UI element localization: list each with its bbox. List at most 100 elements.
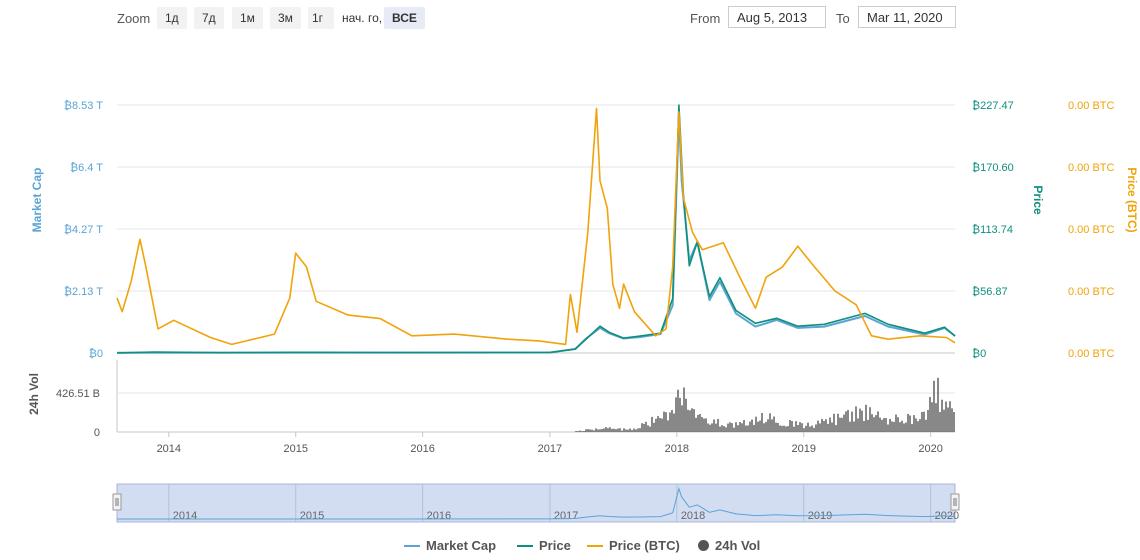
volume-bar [619,428,621,432]
volume-bar [793,426,795,432]
volume-bar [829,417,831,432]
price-btc-line-icon [587,544,603,547]
volume-bar [631,430,633,432]
from-date-input[interactable]: Aug 5, 2013 [728,6,826,28]
volume-bar [691,408,693,432]
zoom-button-1m[interactable]: 1м [232,7,263,29]
volume-bar [603,428,605,432]
volume-bar [879,417,881,432]
volume-bar [751,419,753,432]
volume-bar [711,423,713,432]
volume-bar [871,414,873,432]
to-date-input[interactable]: Mar 11, 2020 [858,6,956,28]
zoom-button-3m[interactable]: 3м [270,7,301,29]
navigator-handle-right[interactable] [950,493,960,511]
volume-bar [885,418,887,432]
volume-bar [869,407,871,432]
volume-bar [601,429,603,432]
volume-bar [637,428,639,432]
market-cap-axis-title: Market Cap [30,168,44,233]
volume-bar [939,412,941,432]
volume-bar [677,389,679,432]
volume-bar [951,408,953,432]
navigator-tick-label: 2017 [554,510,578,522]
volume-bar [797,425,799,432]
volume-bar [891,421,893,432]
volume-bar [815,424,817,432]
volume-axis-title: 24h Vol [27,373,41,415]
volume-bar [875,415,877,432]
volume-bar [853,421,855,432]
volume-bar [581,431,583,432]
volume-bar [597,429,599,432]
price-btc-tick-label: 0.00 BTC [1068,224,1115,236]
x-tick-label: 2020 [918,443,942,455]
volume-bar [873,417,875,432]
volume-bar [757,421,759,432]
volume-bar [699,414,701,432]
volume-bar [909,415,911,432]
volume-bar [779,425,781,432]
volume-bar [659,418,661,432]
volume-bar [823,421,825,432]
zoom-label: Zoom [117,11,151,26]
navigator-tick-label: 2018 [681,510,705,522]
navigator-handle-left[interactable] [112,493,122,511]
volume-bar [639,428,641,432]
zoom-button-7d[interactable]: 7д [194,7,224,29]
volume-bar [785,426,787,432]
volume-bar [657,416,659,432]
volume-bar [883,418,885,432]
volume-bar [629,428,631,432]
volume-bar [769,413,771,432]
range-selector: Zoom 1д 7д 1м 3м 1г нач. го, ВСЕ From Au… [0,0,1140,40]
volume-bar [675,397,677,432]
volume-bar [607,428,609,432]
legend-label-volume: 24h Vol [715,538,761,553]
navigator-handle-body [112,493,122,511]
legend-item-price[interactable]: Price [517,538,571,553]
volume-bar [789,420,791,432]
market-cap-line [116,114,956,354]
volume-bar [861,410,863,432]
zoom-button-ytd[interactable]: нач. го, [342,11,383,25]
price-btc-tick-label: 0.00 BTC [1068,100,1115,112]
volume-bar [665,412,667,432]
volume-bar [703,418,705,432]
volume-bar [817,420,819,432]
volume-bar [695,417,697,432]
price-chart: ₿0 ₿2.13 T ₿4.27 T ₿6.4 T ₿8.53 T Market Cap ₿… [27,100,1139,523]
legend-item-volume[interactable]: 24h Vol [698,538,760,553]
volume-bar [761,413,763,432]
volume-bar [803,428,805,432]
volume-bar [713,419,715,432]
volume-bar [765,422,767,432]
zoom-button-1y[interactable]: 1г [308,7,334,29]
volume-bar [767,419,769,432]
volume-bar [655,418,657,432]
volume-bar [745,425,747,432]
volume-bar [739,422,741,432]
volume-bar [617,428,619,432]
volume-bar [681,405,683,432]
volume-bar [889,418,891,432]
volume-bar [905,422,907,432]
volume-bar [647,425,649,432]
volume-bar [799,422,801,432]
navigator-tick-label: 2014 [173,510,197,522]
zoom-button-all[interactable]: ВСЕ [384,7,425,29]
volume-bar [611,428,613,432]
volume-bar [651,416,653,432]
volume-bar [943,409,945,432]
volume-bar [907,413,909,432]
volume-bar [809,426,811,432]
volume-bar [763,423,765,432]
volume-bar [667,420,669,432]
volume-bar [653,422,655,432]
market-cap-tick-label: ₿2.13 T [64,286,103,298]
volume-bar [919,419,921,432]
zoom-button-1d[interactable]: 1д [157,7,187,29]
volume-bar [895,414,897,432]
legend-item-price-btc[interactable]: Price (BTC) [587,538,680,553]
legend-item-market-cap[interactable]: Market Cap [404,538,496,553]
